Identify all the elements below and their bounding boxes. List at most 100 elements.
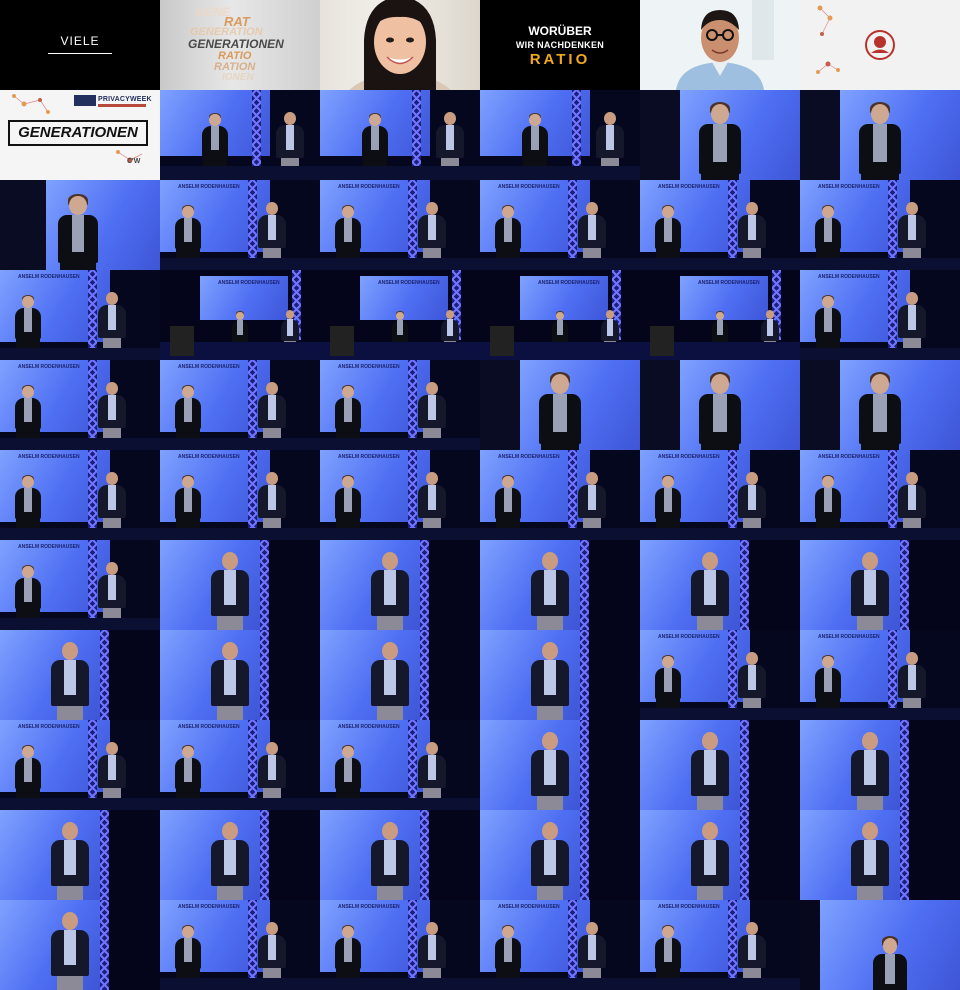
photo-thumbnail[interactable]: ANSELM RODENHAUSEN	[640, 630, 800, 720]
woman-head	[22, 746, 34, 759]
photo-thumbnail[interactable]	[640, 810, 800, 900]
speaker-name-label: ANSELM RODENHAUSEN	[338, 904, 400, 910]
stage-truss	[248, 450, 257, 540]
photo-thumbnail[interactable]	[320, 540, 480, 630]
photo-thumbnail[interactable]: ANSELM RODENHAUSEN	[640, 270, 800, 360]
photo-thumbnail[interactable]	[160, 90, 320, 180]
woman-head	[502, 206, 514, 219]
photo-thumbnail[interactable]	[480, 360, 640, 450]
photo-thumbnail[interactable]	[480, 720, 640, 810]
photo-thumbnail[interactable]: ANSELM RODENHAUSEN	[160, 720, 320, 810]
photo-thumbnail[interactable]	[160, 540, 320, 630]
photo-thumbnail[interactable]: ANSELM RODENHAUSEN	[320, 360, 480, 450]
photo-thumbnail[interactable]	[800, 90, 960, 180]
photo-thumbnail[interactable]: ANSELM RODENHAUSEN	[320, 900, 480, 990]
woman-shirt	[71, 215, 85, 252]
photo-thumbnail[interactable]	[800, 720, 960, 810]
speaker-name-label: ANSELM RODENHAUSEN	[378, 280, 440, 286]
woman-shirt	[183, 488, 193, 512]
photo-thumbnail[interactable]: ANSELM RODENHAUSEN	[800, 450, 960, 540]
man-head	[284, 112, 296, 126]
slide-generationen[interactable]: PRIVACYWEEK GENERATIONEN C'W	[0, 90, 160, 180]
photo-thumbnail[interactable]: ANSELM RODENHAUSEN	[0, 360, 160, 450]
photo-thumbnail[interactable]: ANSELM RODENHAUSEN	[320, 270, 480, 360]
man-shirt	[605, 125, 615, 151]
photo-thumbnail[interactable]: ANSELM RODENHAUSEN	[160, 360, 320, 450]
man-head	[701, 822, 719, 841]
photo-thumbnail[interactable]	[640, 720, 800, 810]
photo-thumbnail[interactable]: ANSELM RODENHAUSEN	[800, 180, 960, 270]
man-shirt	[285, 125, 295, 151]
photo-thumbnail[interactable]: ANSELM RODENHAUSEN	[320, 720, 480, 810]
photo-thumbnail[interactable]	[800, 810, 960, 900]
title-card-ratio[interactable]: WORÜBER WIR NACHDENKEN RATIO	[480, 0, 640, 90]
stage-floor	[320, 258, 480, 270]
man-shirt	[863, 750, 877, 786]
photo-thumbnail[interactable]: ANSELM RODENHAUSEN	[800, 270, 960, 360]
woman-shirt	[873, 394, 887, 432]
man-legs	[376, 616, 404, 630]
photo-thumbnail[interactable]: ANSELM RODENHAUSEN	[0, 450, 160, 540]
photo-thumbnail[interactable]: ANSELM RODENHAUSEN	[480, 270, 640, 360]
man-head	[766, 310, 774, 319]
photo-thumbnail[interactable]	[0, 810, 160, 900]
photo-thumbnail[interactable]	[320, 810, 480, 900]
photo-thumbnail[interactable]	[800, 900, 960, 990]
man-shirt	[267, 395, 277, 421]
photo-thumbnail[interactable]: ANSELM RODENHAUSEN	[480, 180, 640, 270]
word: GENERATIONEN	[188, 37, 284, 51]
stage-truss	[580, 720, 589, 810]
photo-thumbnail[interactable]	[0, 630, 160, 720]
photo-thumbnail[interactable]: ANSELM RODENHAUSEN	[0, 540, 160, 630]
photo-thumbnail[interactable]: ANSELM RODENHAUSEN	[480, 900, 640, 990]
photo-thumbnail[interactable]: ANSELM RODENHAUSEN	[640, 450, 800, 540]
photo-thumbnail[interactable]	[480, 810, 640, 900]
stage-floor	[320, 342, 480, 360]
photo-thumbnail[interactable]	[800, 540, 960, 630]
photo-thumbnail[interactable]	[800, 360, 960, 450]
woman-shirt	[183, 938, 193, 962]
portrait-man[interactable]	[640, 0, 800, 90]
photo-thumbnail[interactable]: ANSELM RODENHAUSEN	[800, 630, 960, 720]
photo-thumbnail[interactable]	[480, 540, 640, 630]
portrait-woman[interactable]	[320, 0, 480, 90]
photo-thumbnail[interactable]	[0, 900, 160, 990]
word-cloud-card[interactable]: GENE RAT GENERATION GENERATIONEN RATIO R…	[160, 0, 320, 90]
photo-thumbnail[interactable]	[320, 90, 480, 180]
photo-thumbnail[interactable]: ANSELM RODENHAUSEN	[160, 900, 320, 990]
photo-thumbnail[interactable]	[160, 810, 320, 900]
photo-thumbnail[interactable]	[480, 630, 640, 720]
stage-truss	[900, 720, 909, 810]
photo-thumbnail[interactable]: ANSELM RODENHAUSEN	[0, 720, 160, 810]
photo-thumbnail[interactable]: ANSELM RODENHAUSEN	[160, 270, 320, 360]
photo-thumbnail[interactable]: ANSELM RODENHAUSEN	[160, 180, 320, 270]
man-legs	[856, 796, 884, 810]
title-card-viele[interactable]: VIELE	[0, 0, 160, 90]
slide-logo-card[interactable]	[800, 0, 960, 90]
photo-thumbnail[interactable]	[640, 540, 800, 630]
photo-thumbnail[interactable]	[640, 360, 800, 450]
photo-thumbnail[interactable]	[640, 90, 800, 180]
speaker-name-label: ANSELM RODENHAUSEN	[498, 904, 560, 910]
photo-thumbnail[interactable]: ANSELM RODENHAUSEN	[640, 180, 800, 270]
photo-thumbnail[interactable]: ANSELM RODENHAUSEN	[320, 450, 480, 540]
man-shirt	[703, 570, 717, 606]
ratio-line-1: WORÜBER	[528, 24, 592, 38]
stage-truss	[100, 810, 109, 900]
photo-thumbnail[interactable]	[320, 630, 480, 720]
man-shirt	[223, 570, 237, 606]
man-shirt	[223, 840, 237, 876]
photo-thumbnail[interactable]: ANSELM RODENHAUSEN	[320, 180, 480, 270]
photo-thumbnail[interactable]	[480, 90, 640, 180]
stage-truss	[772, 270, 781, 340]
stage-floor	[320, 528, 480, 540]
photo-thumbnail[interactable]: ANSELM RODENHAUSEN	[160, 450, 320, 540]
stage-truss	[260, 630, 269, 720]
photo-thumbnail[interactable]: ANSELM RODENHAUSEN	[640, 900, 800, 990]
photo-thumbnail[interactable]: ANSELM RODENHAUSEN	[0, 270, 160, 360]
photo-thumbnail[interactable]: ANSELM RODENHAUSEN	[480, 450, 640, 540]
woman-head	[342, 386, 354, 399]
woman-shirt	[717, 320, 723, 336]
photo-thumbnail[interactable]	[160, 630, 320, 720]
photo-thumbnail[interactable]	[0, 180, 160, 270]
